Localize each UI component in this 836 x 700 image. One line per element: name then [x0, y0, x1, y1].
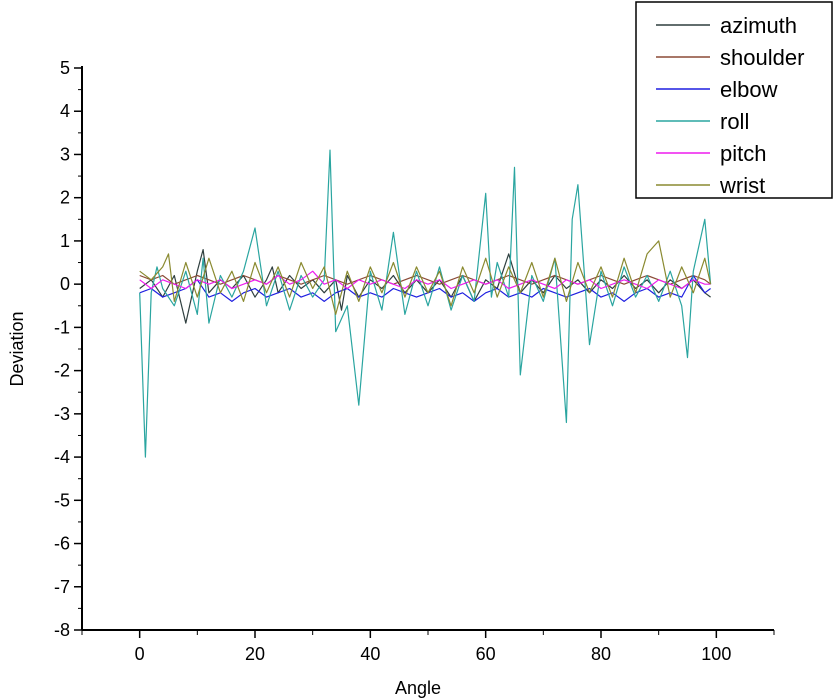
- y-tick-label: -4: [54, 447, 70, 467]
- legend-label-shoulder: shoulder: [720, 45, 804, 70]
- x-tick-label: 0: [135, 644, 145, 664]
- y-tick-label: 2: [60, 188, 70, 208]
- x-axis-ticks: 0 20 40 60 80 100: [81, 630, 775, 664]
- series-line-shoulder: [139, 274, 711, 285]
- legend-label-elbow: elbow: [720, 77, 778, 102]
- x-axis-label: Angle: [395, 678, 441, 698]
- y-tick-label: -1: [54, 317, 70, 337]
- x-tick-label: 80: [591, 644, 611, 664]
- y-tick-label: 0: [60, 274, 70, 294]
- legend-label-roll: roll: [720, 109, 749, 134]
- y-tick-label: 1: [60, 231, 70, 251]
- y-tick-label: -2: [54, 361, 70, 381]
- y-tick-label: -7: [54, 577, 70, 597]
- legend-label-wrist: wrist: [719, 173, 765, 198]
- y-axis-ticks: 5 4 3 2 1 0 -1 -2 -3 -4 -5 -6 -7 -8: [54, 58, 82, 640]
- legend-items: azimuth shoulder elbow roll pitch wrist: [656, 13, 804, 198]
- x-tick-label: 20: [245, 644, 265, 664]
- series-lines: [139, 149, 712, 458]
- x-tick-label: 40: [360, 644, 380, 664]
- y-tick-label: 3: [60, 144, 70, 164]
- y-tick-label: 5: [60, 58, 70, 78]
- y-tick-label: -6: [54, 534, 70, 554]
- legend-box: [635, 1, 833, 199]
- y-axis-label: Deviation: [7, 311, 27, 386]
- x-tick-label: 100: [701, 644, 731, 664]
- y-tick-label: -8: [54, 620, 70, 640]
- legend-label-azimuth: azimuth: [720, 13, 797, 38]
- x-tick-label: 60: [476, 644, 496, 664]
- legend: azimuth shoulder elbow roll pitch wrist: [635, 1, 833, 199]
- y-tick-label: -5: [54, 490, 70, 510]
- y-tick-label: 4: [60, 101, 70, 121]
- series-line-wrist: [139, 240, 712, 315]
- legend-label-pitch: pitch: [720, 141, 766, 166]
- series-line-pitch: [139, 270, 711, 290]
- y-tick-label: -3: [54, 404, 70, 424]
- series-line-roll: [139, 149, 712, 458]
